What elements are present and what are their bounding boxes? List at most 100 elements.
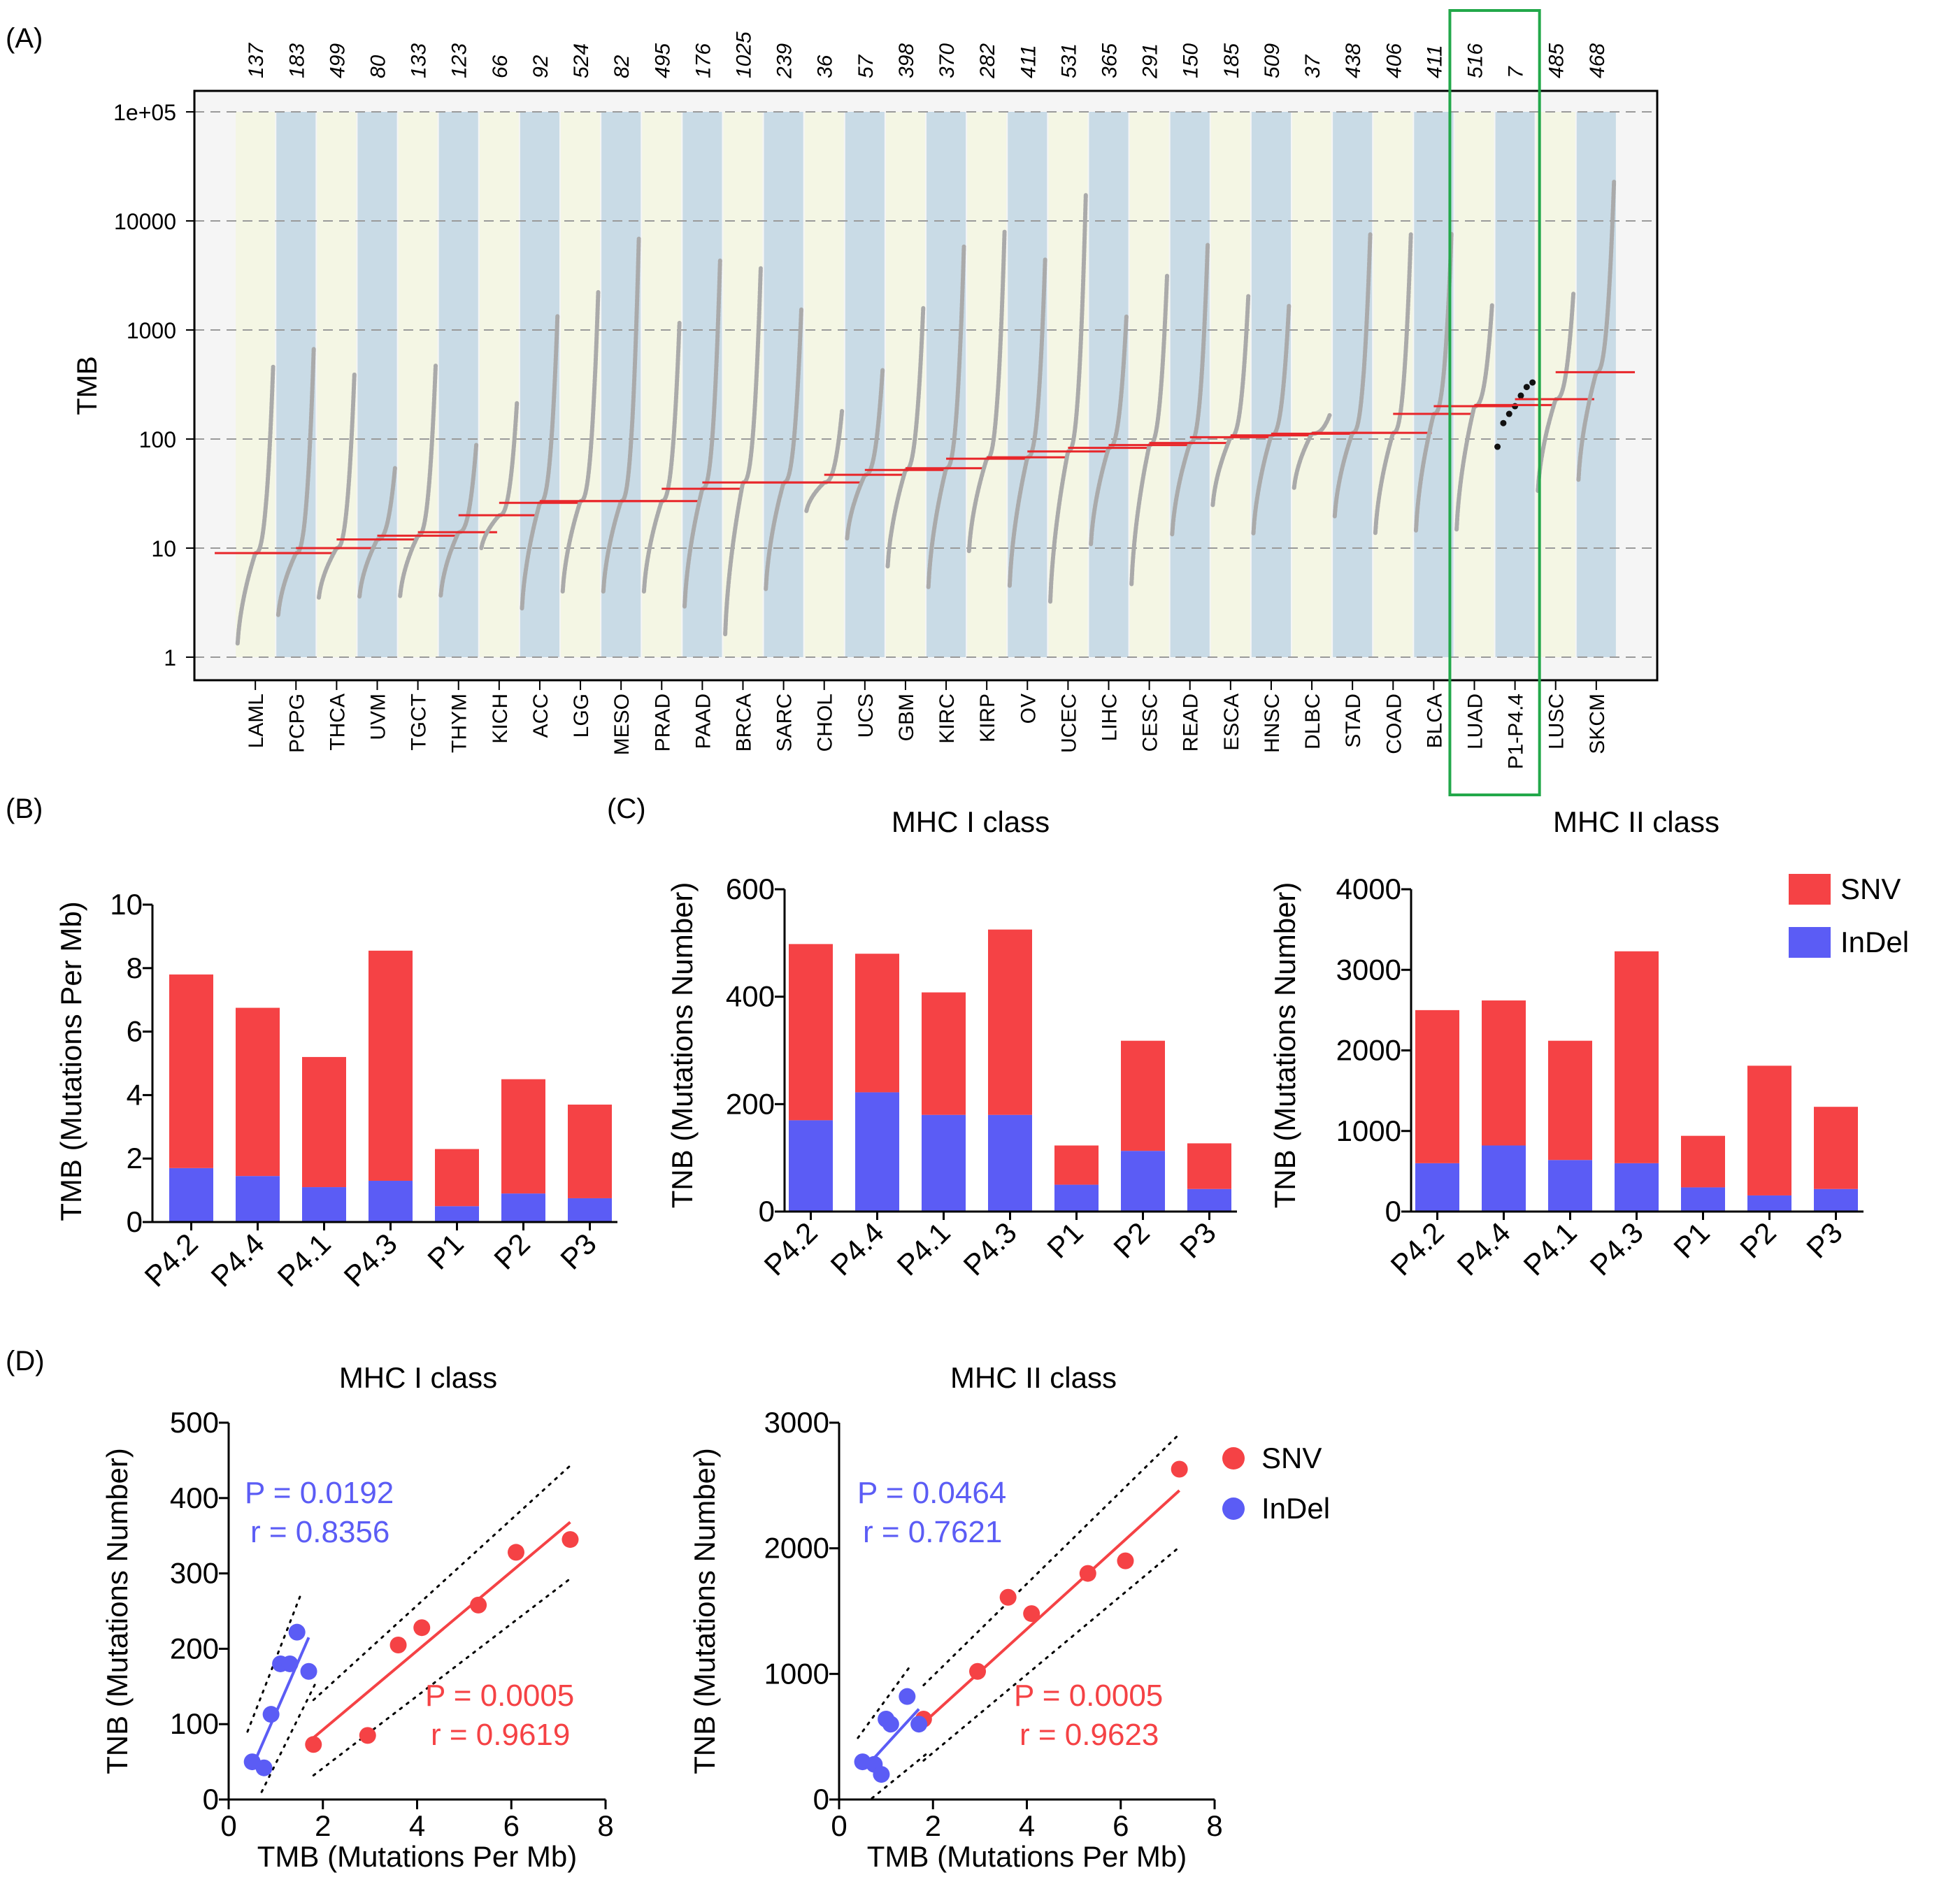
sample-distribution [1129, 273, 1169, 587]
regression-line-snv [312, 1521, 571, 1739]
x-tick-label: CESC [1139, 694, 1162, 752]
x-tick-label: P2 [1733, 1216, 1782, 1265]
chart-title: MHC II class [950, 1361, 1117, 1394]
category-band [1495, 112, 1535, 657]
y-tick-label: 4 [127, 1078, 143, 1111]
sample-count-label: 82 [610, 55, 634, 78]
sample-count-label: 438 [1342, 43, 1365, 78]
x-tick-label: 4 [1019, 1809, 1035, 1842]
stat-p-snv: P = 0.0005 [425, 1679, 574, 1713]
category-band [1536, 112, 1575, 657]
y-tick-label: 0 [759, 1195, 775, 1228]
sample-count-label: 468 [1586, 43, 1609, 78]
bar-indel [1681, 1187, 1725, 1212]
x-tick-label: 2 [315, 1809, 331, 1842]
bar-snv [501, 1079, 545, 1194]
y-tick-label: 3000 [764, 1406, 829, 1439]
bar-snv [1548, 1040, 1592, 1161]
y-tick-label: 10 [151, 536, 176, 561]
x-tick-label: P2 [1107, 1216, 1156, 1265]
sample-count-label: 485 [1545, 43, 1568, 78]
bar-snv [568, 1105, 612, 1198]
x-tick-label: P4.4 [205, 1227, 271, 1293]
sample-count-label: 7 [1505, 66, 1528, 78]
x-tick-label: ACC [529, 694, 552, 738]
data-point-snv [1117, 1552, 1134, 1569]
x-tick-label: KIRP [976, 694, 999, 742]
sample-count-label: 495 [651, 43, 674, 78]
category-band [1454, 112, 1494, 657]
y-tick-label: 1000 [764, 1657, 829, 1690]
data-point-indel [281, 1655, 299, 1672]
category-band [1373, 112, 1413, 657]
sample-count-label: 531 [1057, 43, 1080, 78]
bar-snv [789, 944, 833, 1121]
x-tick-label: COAD [1382, 694, 1405, 754]
bar-snv [1615, 951, 1659, 1163]
y-tick-label: 1 [164, 645, 176, 670]
data-point-snv [507, 1544, 524, 1561]
confidence-band-snv [312, 1464, 571, 1702]
bar-snv [1681, 1135, 1725, 1188]
x-tick-label: PRAD [651, 694, 674, 752]
y-tick-label: 2000 [1336, 1034, 1401, 1067]
bar-snv [369, 950, 413, 1181]
data-point-snv [305, 1736, 322, 1753]
x-tick-label: DLBC [1301, 694, 1324, 749]
data-point-snv [470, 1596, 487, 1614]
data-point-snv [969, 1662, 987, 1680]
bar-snv [302, 1056, 346, 1188]
x-tick-label: UVM [367, 694, 390, 740]
stat-r-snv: r = 0.9623 [1020, 1718, 1159, 1752]
stat-r-indel: r = 0.8356 [250, 1515, 389, 1549]
y-tick-label: 100 [139, 427, 176, 452]
x-tick-label: 4 [409, 1809, 425, 1842]
x-tick-label: P4.4 [1451, 1216, 1517, 1281]
sample-dot [1517, 392, 1524, 399]
panel-label-a: (A) [6, 23, 43, 54]
bar-snv [1121, 1040, 1165, 1151]
y-tick-label: 3000 [1336, 953, 1401, 986]
x-tick-label: READ [1180, 694, 1203, 752]
bar-indel [169, 1168, 213, 1222]
bar-indel [855, 1092, 899, 1212]
sample-count-label: 133 [408, 43, 431, 78]
stat-r-snv: r = 0.9619 [431, 1718, 570, 1752]
x-tick-label: 8 [1206, 1809, 1222, 1842]
chart-title: MHC I class [892, 805, 1050, 838]
sample-count-label: 185 [1220, 43, 1243, 78]
sample-count-label: 411 [1017, 45, 1040, 78]
data-point-snv [359, 1727, 376, 1744]
bar-indel [1615, 1163, 1659, 1212]
y-axis-label: TNB (Mutations Number) [666, 882, 699, 1209]
x-axis-label: TMB (Mutations Per Mb) [257, 1840, 577, 1873]
y-tick-label: 1000 [1336, 1114, 1401, 1147]
x-tick-label: P3 [1800, 1216, 1849, 1265]
bar-indel [1482, 1145, 1526, 1212]
y-tick-label: 0 [813, 1783, 829, 1816]
sample-count-label: 282 [976, 43, 999, 79]
y-tick-label: 600 [726, 872, 775, 905]
bar-indel [302, 1187, 346, 1222]
legend-marker-snv [1222, 1447, 1245, 1470]
data-point-indel [899, 1688, 916, 1705]
x-tick-label: HNSC [1261, 694, 1284, 753]
sample-count-label: 524 [570, 43, 593, 78]
data-point-snv [413, 1619, 431, 1637]
sample-count-label: 291 [1139, 43, 1162, 79]
sample-count-label: 37 [1301, 54, 1324, 78]
x-tick-label: 0 [220, 1809, 236, 1842]
y-tick-label: 1000 [127, 318, 176, 343]
x-tick-label: MESO [610, 694, 634, 755]
data-point-indel [255, 1759, 273, 1776]
bar-indel [988, 1114, 1032, 1212]
y-tick-label: 200 [170, 1632, 219, 1665]
sample-count-label: 411 [1423, 45, 1446, 78]
sample-distribution [1048, 192, 1088, 604]
x-tick-label: SKCM [1586, 694, 1609, 754]
bar-indel [1548, 1160, 1592, 1212]
x-tick-label: BRCA [733, 694, 756, 752]
sample-count-label: 398 [895, 43, 918, 78]
category-band [236, 112, 276, 657]
